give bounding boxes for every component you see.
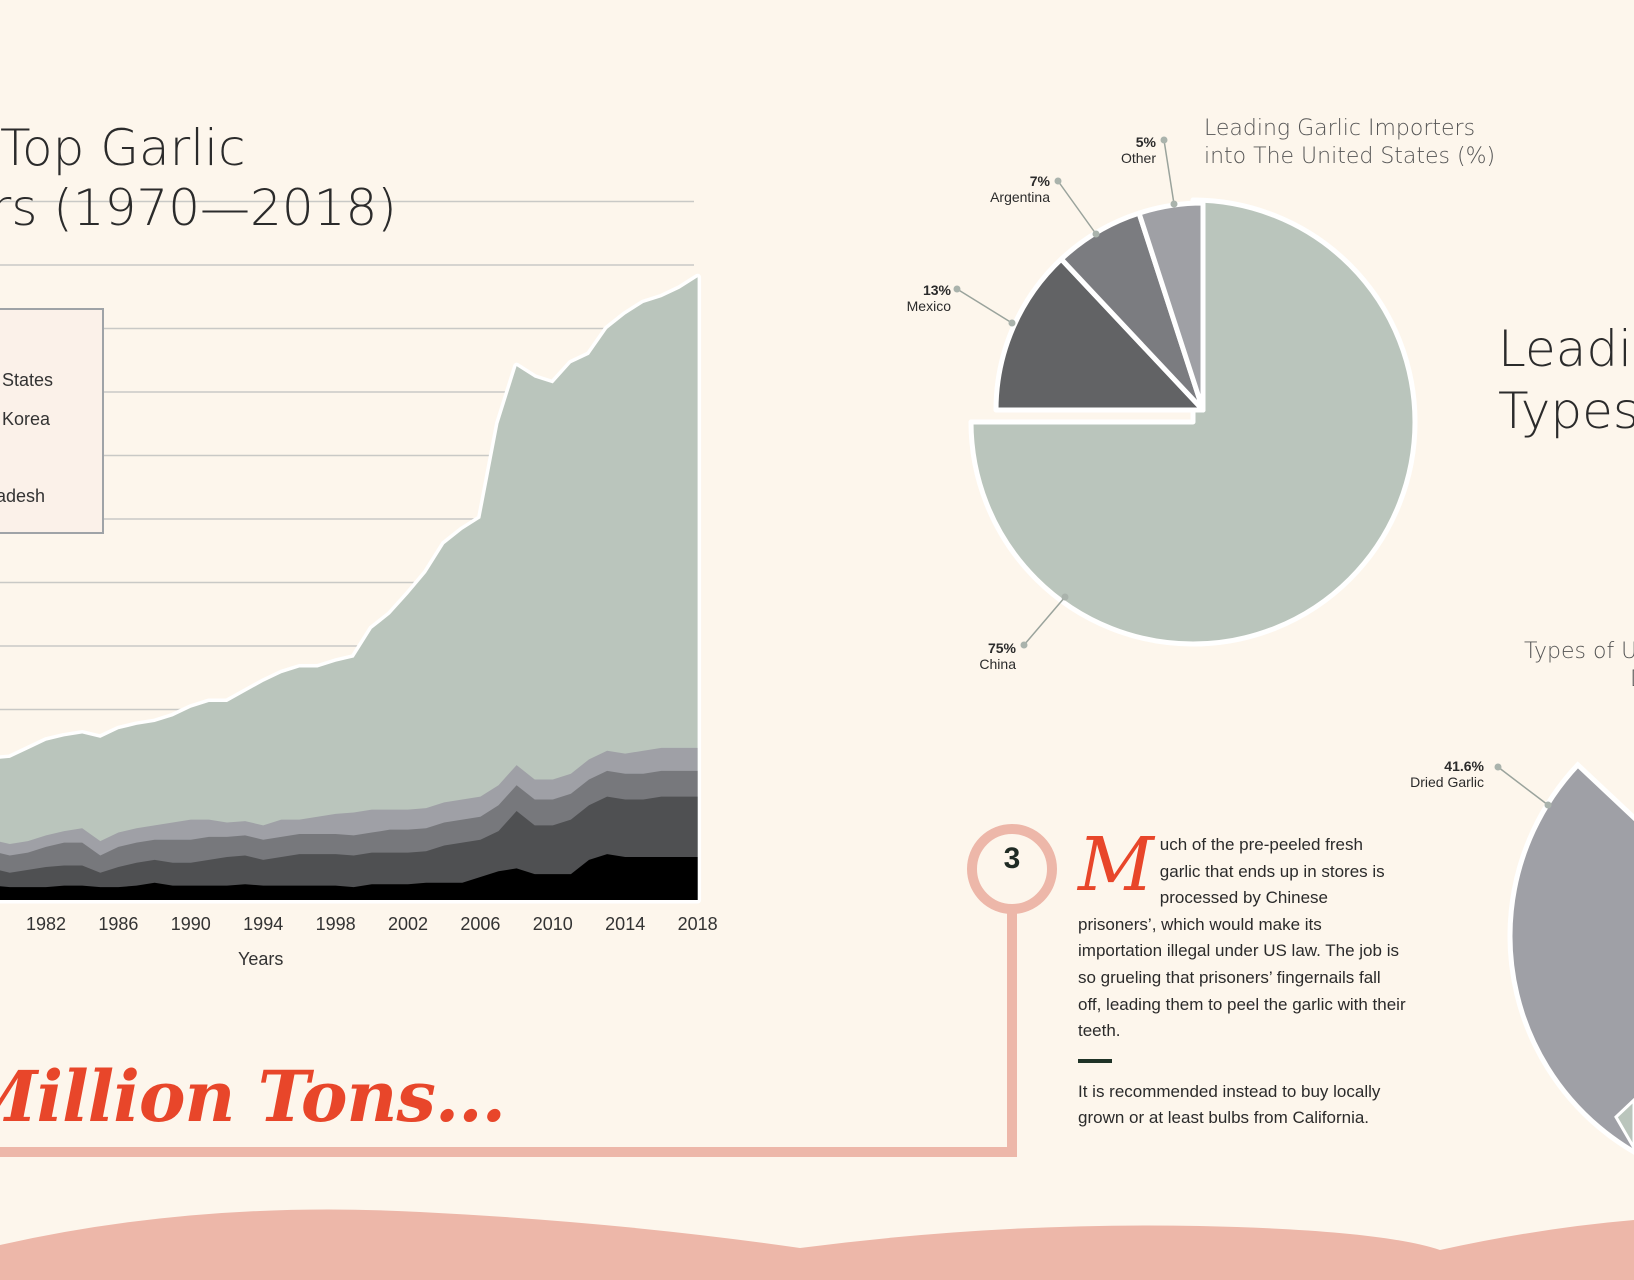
pie-leader-line <box>1163 139 1175 205</box>
x-tick-label: 1990 <box>171 914 211 934</box>
importers-pie-title-line-1: Leading Garlic Importers <box>1204 116 1476 141</box>
area-series-0 <box>0 854 698 900</box>
area-chart-x-ticks: 1982 1986 1990 1994 1998 2002 2006 2010 2014 2018 <box>26 914 718 934</box>
legend-item: ted States <box>0 370 54 390</box>
pie-leader-dot <box>1008 319 1016 327</box>
story-divider <box>1078 1058 1112 1063</box>
step-number: 3 <box>1003 842 1021 875</box>
x-tick-label: 1982 <box>26 914 66 934</box>
area-chart-title: Top Garlic ers (1970—2018) <box>0 118 397 238</box>
million-tons-banner: Million Tons... <box>0 1055 506 1138</box>
x-tick-label: 1998 <box>316 914 356 934</box>
area-chart-layers <box>0 273 702 904</box>
pie-label-other: 5% Other <box>1120 134 1156 166</box>
pie-slice-china <box>968 197 1418 647</box>
pie-label-china: 75% China <box>979 640 1016 672</box>
pie-leader-dot <box>1061 593 1069 601</box>
pie-leader-dot <box>1054 177 1062 185</box>
x-tick-label: 2010 <box>533 914 573 934</box>
pie-slice-dried-garlic <box>1507 761 1634 1155</box>
x-tick-label: 2002 <box>388 914 428 934</box>
drop-cap: M <box>1078 822 1154 908</box>
x-tick-label: 1994 <box>243 914 283 934</box>
importers-pie-leaders <box>953 136 1178 649</box>
area-chart-x-axis-label: Years <box>238 949 284 969</box>
pie-leader-dot <box>1170 200 1178 208</box>
story-paragraph-2: It is recommended instead to buy locally… <box>1078 1081 1381 1128</box>
pie-label-argentina: 7% Argentina <box>990 173 1050 205</box>
pie-leader-dot <box>1092 230 1100 238</box>
pie-label-mexico: 13% Mexico <box>906 282 951 314</box>
pie-leader-line <box>1497 766 1549 806</box>
x-tick-label: 1986 <box>98 914 138 934</box>
pie-slice-other <box>1136 200 1206 413</box>
leading-types-title: Leadi Types <box>1498 320 1634 440</box>
pie-leader-line <box>1057 180 1097 235</box>
story-text-block: M uch of the pre-peeled fresh garlic tha… <box>1078 822 1408 1132</box>
pie-leader-dot <box>1494 763 1502 771</box>
x-tick-label: 2006 <box>460 914 500 934</box>
area-chart-title-line-1: Top Garlic <box>0 119 246 177</box>
pie-leader-dot <box>953 285 961 293</box>
area-chart-title-line-2: ers (1970—2018) <box>0 179 397 237</box>
pie-slice-fragment <box>1614 1097 1634 1151</box>
bottom-wave <box>0 1209 1634 1280</box>
story-paragraph-1: uch of the pre-peeled fresh garlic that … <box>1078 835 1406 1041</box>
legend-item: ngladesh <box>0 486 46 506</box>
pie-leader-dot <box>1020 641 1028 649</box>
importers-pie-chart <box>968 197 1418 647</box>
x-tick-label: 2018 <box>678 914 718 934</box>
importers-pie-title-line-2: into The United States (%) <box>1204 144 1496 169</box>
pie-leader-dot <box>1160 136 1168 144</box>
pie-leader-line <box>1023 596 1066 646</box>
types-pie-chart <box>1494 761 1634 1155</box>
pie-leader-dot <box>1544 801 1552 809</box>
pie-leader-line <box>956 288 1013 324</box>
importers-pie-title: Leading Garlic Importers into The United… <box>1204 115 1495 171</box>
pie-slice-mexico <box>993 256 1206 413</box>
x-tick-label: 2014 <box>605 914 645 934</box>
types-pie-title: Types of U D <box>1524 639 1634 692</box>
area-chart-legend: na ted States uth Korea ia ngladesh <box>0 308 104 534</box>
step-connector <box>0 824 1057 1157</box>
pie-label-dried-garlic: 41.6% Dried Garlic <box>1410 758 1484 790</box>
area-series-4 <box>0 277 698 900</box>
legend-item: uth Korea <box>0 409 51 429</box>
